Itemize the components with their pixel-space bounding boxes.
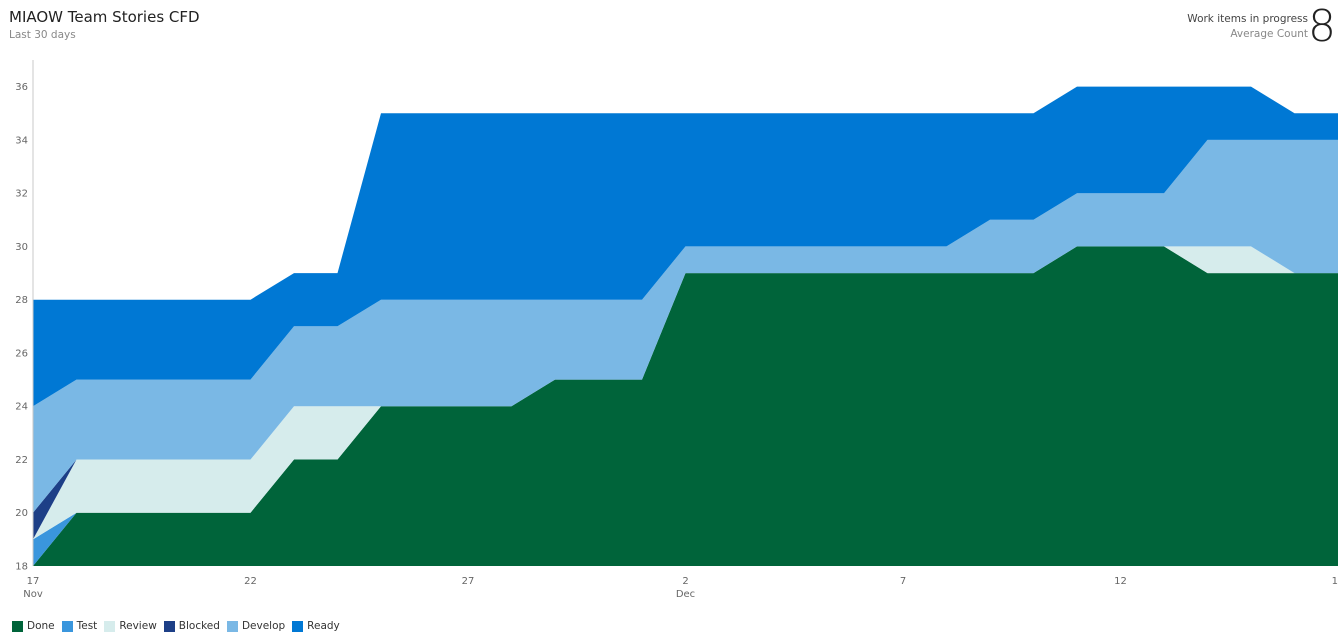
legend-label: Blocked <box>178 620 220 632</box>
x-tick-label: 12 <box>1114 576 1127 587</box>
legend-item-develop[interactable]: Develop <box>226 620 286 632</box>
legend-swatch <box>226 620 238 632</box>
series-area-ready <box>33 86 1338 407</box>
y-tick-label: 30 <box>15 242 28 253</box>
legend-swatch <box>61 620 73 632</box>
wip-label: Work items in progress <box>1187 13 1308 25</box>
x-tick-label: 22 <box>244 576 257 587</box>
y-tick-label: 32 <box>15 189 28 200</box>
legend-swatch <box>12 620 23 632</box>
chart-subtitle: Last 30 days <box>9 29 76 41</box>
y-tick-label: 28 <box>15 295 28 306</box>
legend-item-ready[interactable]: Ready <box>292 620 340 632</box>
x-tick-sublabel: Nov <box>23 589 43 600</box>
x-tick-label: 1 <box>1332 576 1338 587</box>
series-area-review <box>33 246 1338 540</box>
chart-title: MIAOW Team Stories CFD <box>9 8 200 26</box>
legend-item-test[interactable]: Test <box>61 620 98 632</box>
x-tick-label: 7 <box>900 576 906 587</box>
y-tick-label: 24 <box>15 402 28 413</box>
legend-swatch <box>292 620 304 632</box>
legend-swatch <box>163 620 175 632</box>
x-tick-label: 2 <box>682 576 688 587</box>
series-area-develop <box>33 139 1338 513</box>
y-tick-label: 36 <box>15 82 28 93</box>
legend-swatch <box>104 620 116 632</box>
legend-label: Test <box>76 620 98 632</box>
wip-summary: Work items in progress Average Count <box>1187 12 1308 42</box>
x-tick-sublabel: Dec <box>676 589 695 600</box>
series-area-done <box>33 246 1338 566</box>
legend-label: Review <box>119 620 157 632</box>
y-tick-label: 20 <box>15 508 28 519</box>
cfd-chart: 18 20 22 24 26 28 30 32 34 36 17 Nov 22 27 2 Dec 7 12 1 <box>15 60 1338 600</box>
x-tick-label: 27 <box>462 576 475 587</box>
y-tick-label: 18 <box>15 562 28 573</box>
y-tick-label: 34 <box>15 135 28 146</box>
chart-legend: Done Test Review Blocked Develop Ready <box>12 620 340 632</box>
wip-value: 8 <box>1308 1 1336 52</box>
wip-sublabel: Average Count <box>1230 28 1308 40</box>
legend-item-review[interactable]: Review <box>104 620 157 632</box>
legend-label: Done <box>27 620 55 632</box>
legend-label: Ready <box>307 620 340 632</box>
legend-label: Develop <box>241 620 286 632</box>
legend-item-done[interactable]: Done <box>12 620 55 632</box>
legend-item-blocked[interactable]: Blocked <box>163 620 220 632</box>
y-tick-label: 26 <box>15 348 28 359</box>
x-tick-label: 17 <box>27 576 40 587</box>
y-tick-label: 22 <box>15 455 28 466</box>
